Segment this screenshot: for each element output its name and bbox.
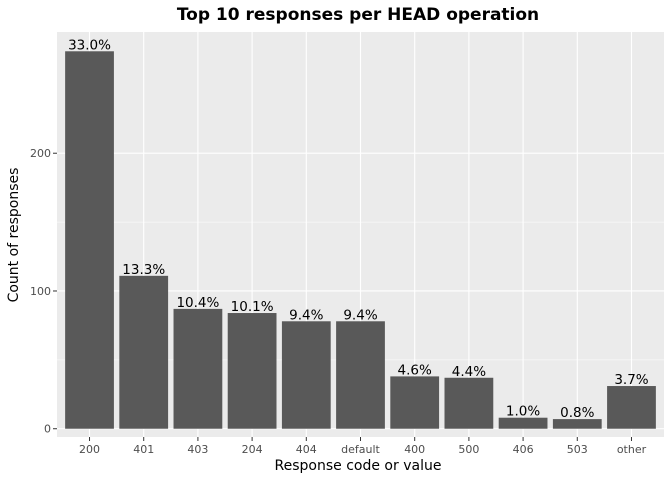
- data-labels: 33.0% 13.3% 10.4% 10.1% 9.4% 9.4% 4.6% 4.4% 1.0%…: [68, 37, 649, 421]
- x-tick-label-503: 503: [567, 443, 588, 456]
- x-tick-label-403: 403: [187, 443, 208, 456]
- data-label-406: 1.0%: [506, 404, 540, 420]
- data-label-200: 33.0%: [68, 37, 111, 53]
- x-tick-label-default: default: [341, 443, 380, 456]
- bar-406: [498, 417, 548, 429]
- data-label-503: 0.8%: [560, 405, 594, 421]
- bar-500: [444, 377, 494, 429]
- data-label-204: 10.1%: [231, 299, 274, 315]
- x-tick-label-404: 404: [296, 443, 317, 456]
- bar-200: [65, 51, 114, 429]
- bar-403: [173, 308, 223, 429]
- bar-401: [119, 275, 169, 429]
- data-label-401: 13.3%: [122, 262, 165, 278]
- bar-503: [552, 419, 602, 429]
- x-tick-label-other: other: [617, 443, 647, 456]
- bar-other: [607, 386, 656, 429]
- data-label-other: 3.7%: [614, 372, 648, 388]
- x-tick-label-204: 204: [242, 443, 263, 456]
- y-axis-title: Count of responses: [6, 168, 22, 303]
- x-tick-label-406: 406: [513, 443, 534, 456]
- data-label-default: 9.4%: [343, 307, 377, 323]
- x-tick-label-500: 500: [458, 443, 479, 456]
- bar-default: [336, 321, 385, 429]
- y-tick-label: 0: [44, 423, 51, 436]
- x-axis: 200 401 403 204 404 default 400 500 406 503 other: [79, 437, 647, 456]
- bar-400: [390, 376, 440, 429]
- x-tick-label-200: 200: [79, 443, 100, 456]
- bars: [65, 51, 656, 429]
- bar-204: [227, 313, 277, 429]
- y-axis: 0 100 200: [30, 147, 57, 436]
- data-label-500: 4.4%: [452, 364, 486, 380]
- x-axis-title: Response code or value: [275, 458, 442, 474]
- chart-title: Top 10 responses per HEAD operation: [177, 5, 539, 25]
- y-tick-label: 200: [30, 147, 51, 160]
- data-label-400: 4.6%: [398, 362, 432, 378]
- x-tick-label-400: 400: [404, 443, 425, 456]
- x-tick-label-401: 401: [133, 443, 154, 456]
- bar-404: [281, 321, 331, 429]
- data-label-404: 9.4%: [289, 307, 323, 323]
- y-tick-label: 100: [30, 285, 51, 298]
- data-label-403: 10.4%: [176, 295, 219, 311]
